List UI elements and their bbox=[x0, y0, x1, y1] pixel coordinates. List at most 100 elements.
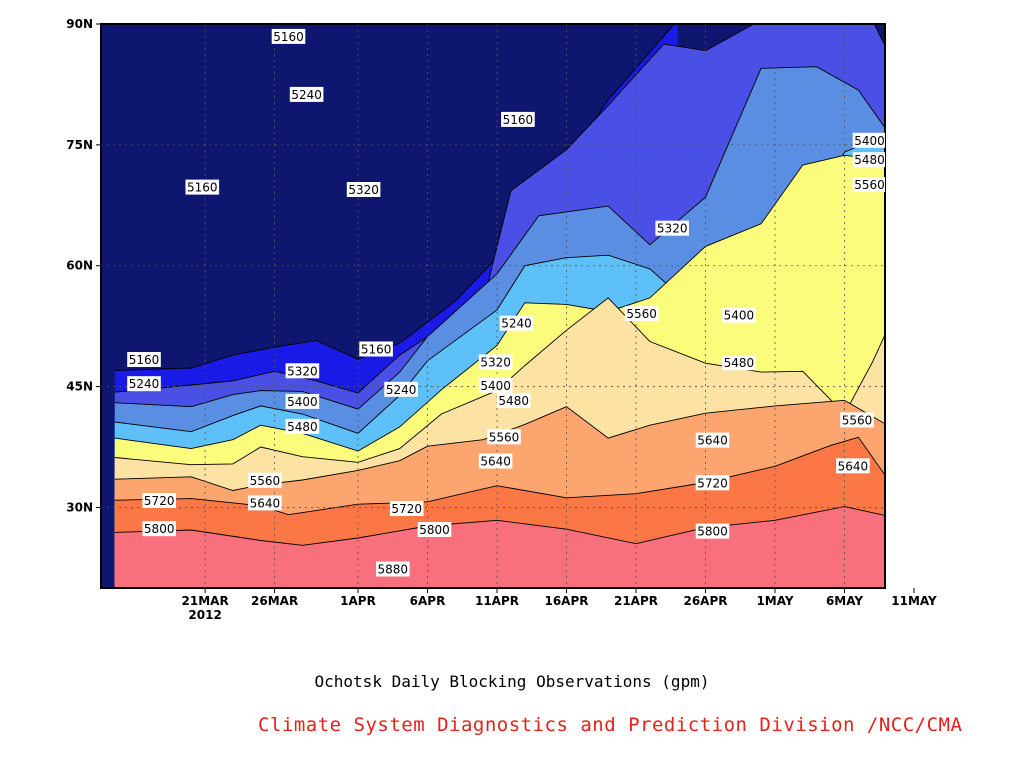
contour-label: 5480 bbox=[854, 153, 885, 167]
contour-label-box bbox=[501, 111, 535, 127]
y-tick-label: 45N bbox=[66, 380, 93, 394]
contour-label-box bbox=[289, 86, 324, 102]
contour-line-5480 bbox=[114, 154, 885, 452]
contour-label-box bbox=[499, 315, 534, 331]
contour-label-box bbox=[359, 341, 393, 357]
contour-label: 5640 bbox=[480, 455, 511, 469]
contour-label-box bbox=[285, 363, 320, 379]
contour-label-box bbox=[624, 306, 659, 322]
y-tick-label: 60N bbox=[66, 259, 93, 273]
contour-label-box bbox=[285, 393, 320, 409]
chart-credit: Climate System Diagnostics and Predictio… bbox=[258, 714, 963, 736]
chart-area: 30N 45N 60N 75N 90N 21MAR 26MAR 1APR 6APR 11APR 1… bbox=[66, 17, 951, 622]
x-tick-label: 1MAY bbox=[756, 594, 793, 608]
contour-label-box bbox=[722, 307, 756, 323]
contour-label-box bbox=[722, 355, 756, 371]
contour-line-5400 bbox=[114, 134, 885, 434]
contour-label: 5720 bbox=[391, 502, 422, 516]
x-tick-label: 11MAY bbox=[891, 594, 937, 608]
contour-label: 5320 bbox=[348, 183, 379, 197]
contour-label: 5560 bbox=[626, 307, 657, 321]
contour-label-box bbox=[127, 352, 161, 367]
contour-label-box bbox=[840, 412, 874, 428]
contour-line-5720 bbox=[114, 436, 885, 516]
contour-label-box bbox=[695, 432, 730, 448]
contour-label-box bbox=[478, 453, 513, 469]
contour-label: 5480 bbox=[498, 394, 529, 408]
contour-label-box bbox=[417, 522, 452, 537]
contour-label-box bbox=[695, 475, 730, 491]
contour-line-5800 bbox=[114, 506, 885, 546]
contour-label-box bbox=[496, 393, 531, 409]
contour-line-5560 bbox=[114, 297, 885, 466]
contour-label: 5800 bbox=[419, 523, 450, 537]
y-tick-label: 30N bbox=[66, 500, 93, 514]
contour-label: 5400 bbox=[724, 309, 755, 323]
contour-label: 5640 bbox=[838, 459, 869, 473]
contour-label-box bbox=[478, 377, 513, 393]
contour-label: 5560 bbox=[489, 430, 520, 444]
contour-label: 5400 bbox=[854, 134, 885, 148]
contour-label: 5800 bbox=[144, 522, 175, 536]
contour-label: 5320 bbox=[480, 355, 511, 369]
contour-label-box bbox=[285, 418, 320, 434]
contour-label-box bbox=[185, 179, 220, 195]
contour-label: 5640 bbox=[697, 434, 728, 448]
contour-label: 5240 bbox=[129, 377, 160, 391]
contour-label-box bbox=[836, 458, 870, 474]
x-tick-label: 21MAR bbox=[182, 594, 229, 608]
x-tick-label: 1APR bbox=[340, 594, 376, 608]
contour-label: 5720 bbox=[144, 494, 175, 508]
contour-chart: 30N 45N 60N 75N 90N 21MAR 26MAR 1APR 6APR 11APR 1… bbox=[66, 17, 951, 622]
contour-label: 5640 bbox=[250, 496, 281, 510]
contour-label: 5240 bbox=[291, 88, 322, 102]
y-tick-label: 75N bbox=[66, 138, 93, 152]
contour-label-box bbox=[248, 472, 282, 488]
contour-label-box bbox=[389, 501, 424, 516]
contour-label: 5160 bbox=[187, 181, 218, 195]
contour-label-box bbox=[695, 523, 730, 539]
x-tick-label: 26MAR bbox=[251, 594, 298, 608]
contour-label: 5160 bbox=[361, 343, 392, 357]
contour-label-box bbox=[142, 493, 176, 508]
contour-label-box bbox=[376, 561, 410, 577]
band-5800 bbox=[114, 506, 885, 588]
plot-frame bbox=[100, 23, 886, 589]
contour-label-box bbox=[487, 429, 521, 445]
x-year-label: 2012 bbox=[188, 608, 221, 622]
x-tick-label: 21APR bbox=[614, 594, 658, 608]
contour-label: 5160 bbox=[503, 113, 534, 127]
contour-label-box bbox=[906, 477, 940, 492]
chart-title: Ochotsk Daily Blocking Observations (gpm… bbox=[314, 672, 710, 691]
contour-label: 5800 bbox=[697, 525, 728, 539]
contour-label: 5560 bbox=[854, 178, 885, 192]
contour-label-box bbox=[852, 132, 885, 148]
x-tick-label: 26APR bbox=[683, 594, 727, 608]
contour-label: 5400 bbox=[287, 395, 318, 409]
contour-label-box bbox=[852, 152, 885, 168]
contour-label: 5400 bbox=[480, 379, 511, 393]
contour-label: 5720 bbox=[697, 476, 728, 490]
contour-label-box bbox=[142, 521, 176, 537]
contour-label: 5800 bbox=[907, 521, 938, 535]
contour-label-box bbox=[384, 381, 418, 397]
contour-label: 5320 bbox=[287, 364, 318, 378]
contour-label-box bbox=[852, 177, 885, 193]
x-tick-label: 11APR bbox=[475, 594, 519, 608]
contour-label: 5720 bbox=[907, 478, 938, 492]
contour-label: 5480 bbox=[724, 356, 755, 370]
contour-label: 5560 bbox=[250, 474, 281, 488]
y-tick-label: 90N bbox=[66, 17, 93, 31]
contour-label-box bbox=[478, 354, 513, 370]
contour-label: 5160 bbox=[273, 30, 304, 44]
contour-label-box bbox=[917, 103, 951, 118]
contour-label: 5240 bbox=[501, 317, 532, 331]
contour-label-box bbox=[655, 220, 689, 236]
contour-line-5160 bbox=[114, 24, 675, 371]
contour-label-box bbox=[346, 182, 381, 197]
contour-label: 5880 bbox=[378, 563, 409, 577]
contour-label-box bbox=[906, 520, 940, 535]
contour-label: 5240 bbox=[386, 383, 417, 397]
contour-label: 5560 bbox=[842, 413, 873, 427]
contour-label-box bbox=[271, 28, 306, 44]
